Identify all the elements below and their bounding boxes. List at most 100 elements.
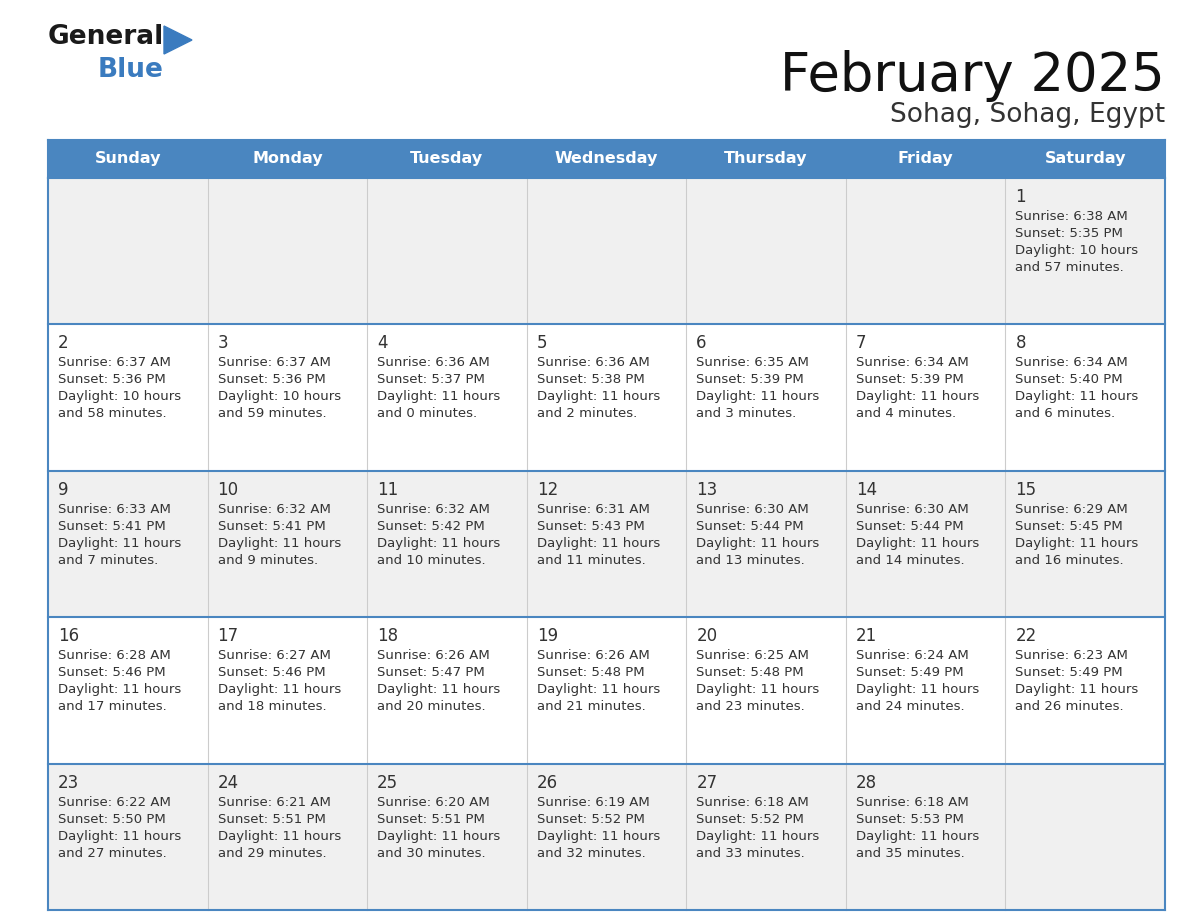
Text: Sunset: 5:36 PM: Sunset: 5:36 PM: [217, 374, 326, 386]
Text: Sunset: 5:41 PM: Sunset: 5:41 PM: [58, 520, 166, 532]
Bar: [367, 324, 526, 471]
Text: February 2025: February 2025: [781, 50, 1165, 102]
Text: 26: 26: [537, 774, 558, 791]
Text: and 35 minutes.: and 35 minutes.: [855, 846, 965, 859]
Text: Sunrise: 6:24 AM: Sunrise: 6:24 AM: [855, 649, 968, 662]
Text: and 14 minutes.: and 14 minutes.: [855, 554, 965, 566]
Text: Sunrise: 6:25 AM: Sunrise: 6:25 AM: [696, 649, 809, 662]
Text: Daylight: 11 hours: Daylight: 11 hours: [58, 830, 182, 843]
Text: and 59 minutes.: and 59 minutes.: [217, 408, 327, 420]
Bar: [846, 324, 1005, 471]
Text: Sunrise: 6:28 AM: Sunrise: 6:28 AM: [58, 649, 171, 662]
Text: Daylight: 11 hours: Daylight: 11 hours: [537, 537, 661, 550]
Bar: [208, 178, 367, 324]
Text: Daylight: 11 hours: Daylight: 11 hours: [1016, 390, 1138, 403]
Text: Blue: Blue: [97, 57, 164, 83]
Text: 20: 20: [696, 627, 718, 645]
Bar: [687, 764, 846, 910]
Text: Daylight: 11 hours: Daylight: 11 hours: [537, 830, 661, 843]
Text: Daylight: 11 hours: Daylight: 11 hours: [696, 390, 820, 403]
Text: and 27 minutes.: and 27 minutes.: [58, 846, 166, 859]
Text: and 57 minutes.: and 57 minutes.: [1016, 261, 1124, 274]
Text: and 11 minutes.: and 11 minutes.: [537, 554, 645, 566]
Text: Sunset: 5:52 PM: Sunset: 5:52 PM: [537, 812, 645, 825]
Text: Sunset: 5:35 PM: Sunset: 5:35 PM: [1016, 227, 1124, 240]
Text: Sunrise: 6:18 AM: Sunrise: 6:18 AM: [696, 796, 809, 809]
Text: 19: 19: [537, 627, 558, 645]
Text: and 3 minutes.: and 3 minutes.: [696, 408, 796, 420]
Bar: [846, 471, 1005, 617]
Text: and 21 minutes.: and 21 minutes.: [537, 700, 645, 713]
Text: Sunrise: 6:32 AM: Sunrise: 6:32 AM: [217, 503, 330, 516]
Text: Sunrise: 6:34 AM: Sunrise: 6:34 AM: [855, 356, 968, 369]
Bar: [208, 764, 367, 910]
Text: and 7 minutes.: and 7 minutes.: [58, 554, 158, 566]
Text: Sunrise: 6:21 AM: Sunrise: 6:21 AM: [217, 796, 330, 809]
Text: Sunrise: 6:30 AM: Sunrise: 6:30 AM: [855, 503, 968, 516]
Text: Daylight: 11 hours: Daylight: 11 hours: [855, 390, 979, 403]
Bar: [367, 471, 526, 617]
Text: Sunrise: 6:37 AM: Sunrise: 6:37 AM: [217, 356, 330, 369]
Text: Daylight: 11 hours: Daylight: 11 hours: [377, 390, 500, 403]
Text: 24: 24: [217, 774, 239, 791]
Text: and 13 minutes.: and 13 minutes.: [696, 554, 805, 566]
Text: and 2 minutes.: and 2 minutes.: [537, 408, 637, 420]
Text: Tuesday: Tuesday: [410, 151, 484, 166]
Text: 4: 4: [377, 334, 387, 353]
Text: Daylight: 11 hours: Daylight: 11 hours: [696, 830, 820, 843]
Text: Daylight: 11 hours: Daylight: 11 hours: [58, 683, 182, 696]
Bar: [208, 324, 367, 471]
Text: 22: 22: [1016, 627, 1037, 645]
Text: Sunset: 5:51 PM: Sunset: 5:51 PM: [377, 812, 485, 825]
Bar: [526, 178, 687, 324]
Text: Sunset: 5:39 PM: Sunset: 5:39 PM: [696, 374, 804, 386]
Text: Sunset: 5:53 PM: Sunset: 5:53 PM: [855, 812, 963, 825]
Text: Sunset: 5:52 PM: Sunset: 5:52 PM: [696, 812, 804, 825]
Bar: [367, 140, 526, 178]
Text: Sunrise: 6:26 AM: Sunrise: 6:26 AM: [537, 649, 650, 662]
Text: and 10 minutes.: and 10 minutes.: [377, 554, 486, 566]
Text: Sunrise: 6:32 AM: Sunrise: 6:32 AM: [377, 503, 489, 516]
Text: and 32 minutes.: and 32 minutes.: [537, 846, 645, 859]
Bar: [1005, 471, 1165, 617]
Text: Friday: Friday: [898, 151, 954, 166]
Bar: [48, 764, 208, 910]
Text: Sunday: Sunday: [95, 151, 162, 166]
Text: 1: 1: [1016, 188, 1026, 206]
Text: 5: 5: [537, 334, 548, 353]
Text: Sunset: 5:44 PM: Sunset: 5:44 PM: [696, 520, 804, 532]
Text: Sunrise: 6:23 AM: Sunrise: 6:23 AM: [1016, 649, 1129, 662]
Text: Sunset: 5:46 PM: Sunset: 5:46 PM: [58, 666, 165, 679]
Text: Sunset: 5:38 PM: Sunset: 5:38 PM: [537, 374, 644, 386]
Text: Sunset: 5:48 PM: Sunset: 5:48 PM: [696, 666, 804, 679]
Text: and 58 minutes.: and 58 minutes.: [58, 408, 166, 420]
Text: Daylight: 11 hours: Daylight: 11 hours: [377, 683, 500, 696]
Bar: [687, 471, 846, 617]
Text: Sunset: 5:48 PM: Sunset: 5:48 PM: [537, 666, 644, 679]
Text: 16: 16: [58, 627, 80, 645]
Bar: [48, 140, 208, 178]
Bar: [1005, 764, 1165, 910]
Bar: [526, 617, 687, 764]
Text: Daylight: 11 hours: Daylight: 11 hours: [377, 830, 500, 843]
Text: Sunrise: 6:35 AM: Sunrise: 6:35 AM: [696, 356, 809, 369]
Text: Sunrise: 6:19 AM: Sunrise: 6:19 AM: [537, 796, 650, 809]
Bar: [208, 617, 367, 764]
Bar: [526, 324, 687, 471]
Text: 11: 11: [377, 481, 398, 498]
Text: Wednesday: Wednesday: [555, 151, 658, 166]
Text: Sunset: 5:41 PM: Sunset: 5:41 PM: [217, 520, 326, 532]
Text: Sunset: 5:50 PM: Sunset: 5:50 PM: [58, 812, 166, 825]
Text: and 6 minutes.: and 6 minutes.: [1016, 408, 1116, 420]
Bar: [208, 140, 367, 178]
Bar: [48, 178, 208, 324]
Text: 27: 27: [696, 774, 718, 791]
Bar: [1005, 324, 1165, 471]
Text: 10: 10: [217, 481, 239, 498]
Text: and 9 minutes.: and 9 minutes.: [217, 554, 317, 566]
Text: 15: 15: [1016, 481, 1037, 498]
Bar: [367, 764, 526, 910]
Bar: [367, 178, 526, 324]
Bar: [526, 140, 687, 178]
Bar: [526, 471, 687, 617]
